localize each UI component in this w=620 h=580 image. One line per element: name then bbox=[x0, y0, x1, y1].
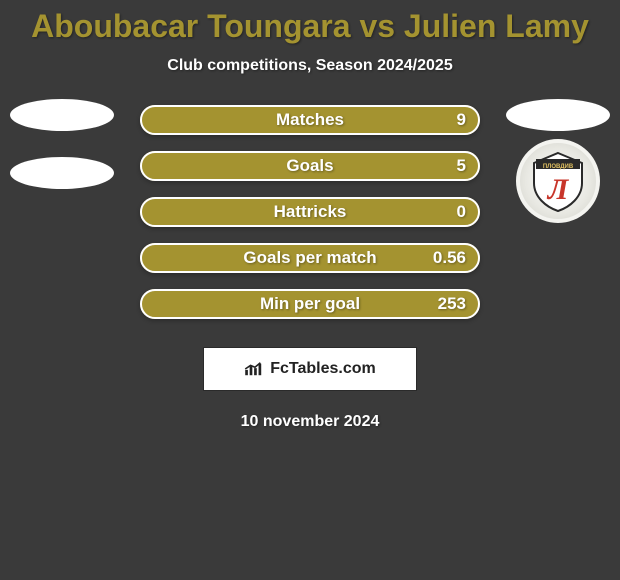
fctables-label: FcTables.com bbox=[270, 360, 376, 378]
crest-icon: ПЛОВДИВ Л bbox=[526, 149, 590, 213]
stat-label: Matches bbox=[276, 110, 344, 130]
stat-value: 0.56 bbox=[433, 248, 466, 268]
left-player-badges bbox=[10, 99, 114, 189]
player2-badge-1 bbox=[506, 99, 610, 131]
subtitle: Club competitions, Season 2024/2025 bbox=[0, 57, 620, 75]
page-title: Aboubacar Toungara vs Julien Lamy bbox=[0, 0, 620, 45]
player1-badge-1 bbox=[10, 99, 114, 131]
comparison-card: Aboubacar Toungara vs Julien Lamy Club c… bbox=[0, 0, 620, 580]
stat-label: Goals per match bbox=[243, 248, 376, 268]
stat-value: 253 bbox=[438, 294, 466, 314]
stat-label: Goals bbox=[286, 156, 333, 176]
stat-bar-goals: Goals 5 bbox=[140, 151, 480, 181]
date: 10 november 2024 bbox=[0, 413, 620, 431]
fctables-link[interactable]: FcTables.com bbox=[203, 347, 417, 391]
stat-label: Min per goal bbox=[260, 294, 360, 314]
stat-rows: Matches 9 Goals 5 Hattricks 0 Goals per … bbox=[140, 105, 480, 319]
svg-text:ПЛОВДИВ: ПЛОВДИВ bbox=[543, 164, 574, 170]
stat-bar-min-per-goal: Min per goal 253 bbox=[140, 289, 480, 319]
stat-value: 0 bbox=[457, 202, 466, 222]
stats-area: ПЛОВДИВ Л Matches 9 Goals 5 Hattricks 0 bbox=[0, 105, 620, 431]
club-crest: ПЛОВДИВ Л bbox=[516, 139, 600, 223]
stat-value: 5 bbox=[457, 156, 466, 176]
stat-label: Hattricks bbox=[274, 202, 347, 222]
stat-value: 9 bbox=[457, 110, 466, 130]
stat-bar-matches: Matches 9 bbox=[140, 105, 480, 135]
player1-badge-2 bbox=[10, 157, 114, 189]
right-player-badges: ПЛОВДИВ Л bbox=[506, 99, 610, 223]
stat-bar-hattricks: Hattricks 0 bbox=[140, 197, 480, 227]
bar-chart-icon bbox=[244, 361, 266, 377]
svg-text:Л: Л bbox=[546, 173, 570, 206]
stat-bar-goals-per-match: Goals per match 0.56 bbox=[140, 243, 480, 273]
